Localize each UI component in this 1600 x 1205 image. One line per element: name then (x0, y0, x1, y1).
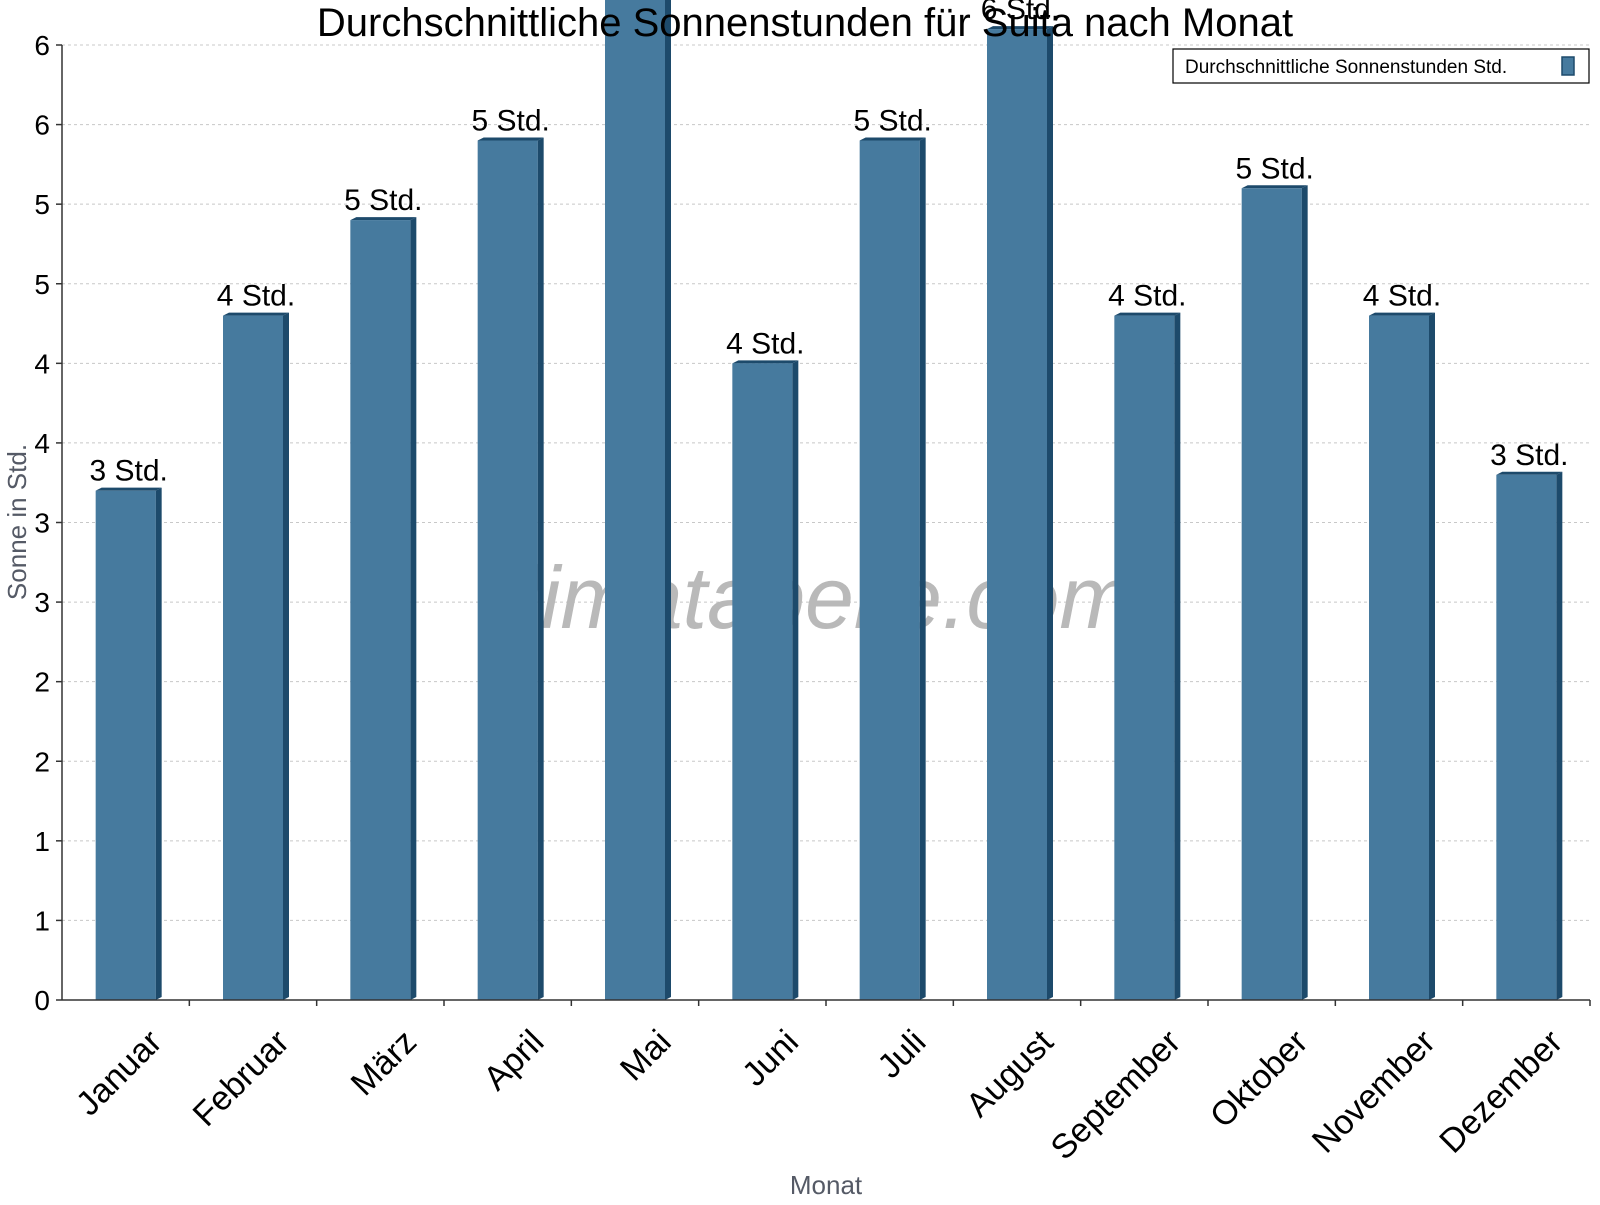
x-tick-label: Mai (613, 1023, 679, 1089)
bar-top (1114, 312, 1181, 316)
bar-top (1496, 471, 1563, 475)
x-tick-label: April (476, 1023, 551, 1098)
legend-box (1172, 48, 1590, 84)
bar-front (732, 363, 793, 1000)
y-axis-label: Sonne in Std. (2, 444, 32, 600)
y-tick-label: 2 (34, 746, 50, 777)
bar-top (95, 487, 162, 491)
bar-august (987, 26, 1053, 1001)
x-tick-label: März (344, 1023, 424, 1103)
y-tick-label: 6 (34, 30, 50, 61)
data-label: 5 Std. (344, 184, 422, 217)
data-label: 5 Std. (853, 105, 931, 138)
bar-top (350, 217, 417, 221)
bar-side (155, 487, 162, 1001)
y-tick-label: 1 (34, 826, 50, 857)
data-label: 3 Std. (1490, 439, 1568, 472)
bar-september (1114, 312, 1181, 1000)
y-tick-label: 6 (34, 110, 50, 141)
bar-front (1114, 315, 1175, 1000)
legend-swatch (1561, 56, 1575, 76)
data-label: 4 Std. (1108, 280, 1186, 313)
y-tick-label: 5 (34, 269, 50, 300)
bar-front (1241, 188, 1302, 1000)
bar-oktober (1241, 185, 1308, 1000)
bar-top (223, 312, 289, 316)
y-tick-label: 2 (34, 667, 50, 698)
bar-side (537, 137, 544, 1000)
bar-top (1369, 312, 1435, 316)
bar-side (792, 360, 799, 1000)
x-tick-label: Oktober (1203, 1023, 1315, 1135)
x-tick-label: September (1044, 1023, 1188, 1167)
bar-side (665, 0, 671, 1000)
y-tick-label: 4 (34, 428, 50, 459)
bar-front (987, 29, 1047, 1001)
bar-dezember (1496, 471, 1563, 1000)
data-label: 4 Std. (1363, 280, 1441, 313)
bar-side (410, 217, 417, 1001)
bar-front (1496, 474, 1557, 1000)
bar-märz (350, 217, 417, 1001)
bar-side (919, 137, 926, 1000)
bar-januar (95, 487, 162, 1001)
bar-side (1047, 26, 1053, 1001)
bar-front (223, 315, 283, 1000)
bar-mai (605, 0, 671, 1000)
bar-front (605, 0, 665, 1000)
bar-front (859, 140, 920, 1000)
bar-side (1174, 312, 1181, 1000)
bars-layer (95, 0, 1563, 1001)
bar-april (477, 137, 544, 1000)
bar-top (1241, 185, 1308, 189)
bar-top (987, 26, 1053, 30)
bar-side (1429, 312, 1435, 1000)
data-label: 5 Std. (471, 105, 549, 138)
bar-februar (223, 312, 289, 1000)
bar-top (732, 360, 799, 364)
legend-entry-label: Durchschnittliche Sonnenstunden Std. (1185, 57, 1507, 78)
x-tick-label: Dezember (1432, 1023, 1570, 1161)
bar-side (1301, 185, 1308, 1000)
bar-front (477, 140, 538, 1000)
x-tick-label: Januar (69, 1023, 169, 1123)
data-label: 4 Std. (726, 327, 804, 360)
y-tick-label: 3 (34, 587, 50, 618)
bar-side (1556, 471, 1563, 1000)
data-label: 6 Std. (981, 0, 1059, 26)
chart-title: Durchschnittliche Sonnenstunden für Suit… (317, 1, 1293, 45)
y-tick-label: 0 (34, 985, 50, 1016)
data-label: 5 Std. (1235, 152, 1313, 185)
y-tick-label: 4 (34, 348, 50, 379)
y-tick-label: 3 (34, 508, 50, 539)
legend: Durchschnittliche Sonnenstunden Std. (1172, 48, 1590, 84)
data-label: 3 Std. (89, 455, 167, 488)
bar-juli (859, 137, 926, 1000)
x-tick-label: November (1305, 1023, 1443, 1161)
axes-layer (56, 44, 1591, 1006)
bar-side (283, 312, 289, 1000)
x-tick-label: August (959, 1022, 1061, 1124)
y-tick-label: 5 (34, 189, 50, 220)
bar-front (350, 220, 411, 1001)
x-tick-label: Februar (186, 1023, 297, 1134)
x-axis-label: Monat (790, 1170, 863, 1200)
x-tick-label: Juli (870, 1023, 933, 1086)
bar-front (1369, 315, 1429, 1000)
bar-top (477, 137, 544, 141)
bar-november (1369, 312, 1435, 1000)
data-label: 4 Std. (217, 280, 295, 313)
bar-top (859, 137, 926, 141)
bar-front (95, 490, 156, 1000)
grid-layer (62, 44, 1590, 921)
bar-juni (732, 360, 799, 1000)
x-tick-label: Juni (735, 1023, 806, 1094)
y-tick-label: 1 (34, 905, 50, 936)
